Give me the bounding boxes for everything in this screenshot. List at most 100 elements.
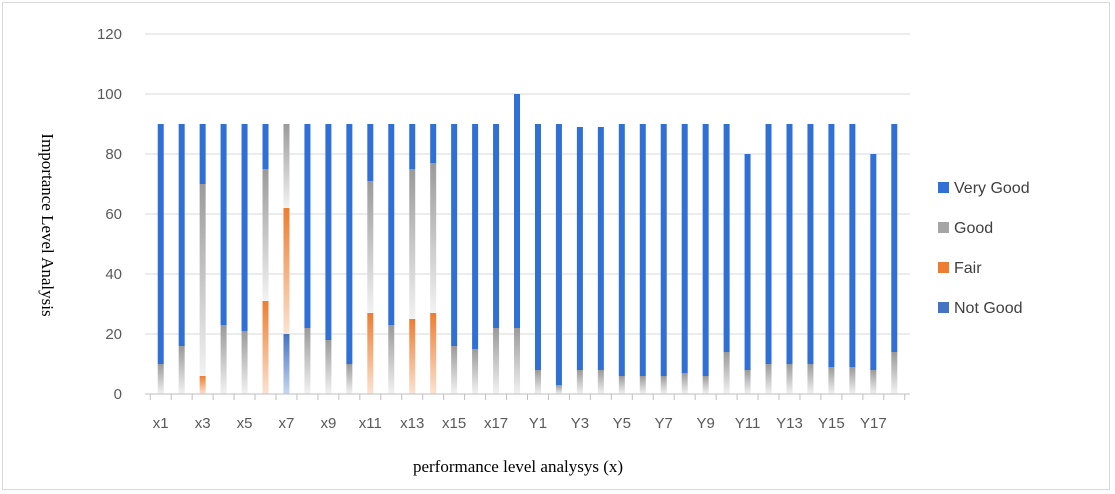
bar-x3-good <box>199 184 206 376</box>
bar-x18-good <box>514 328 521 394</box>
gridlines <box>145 33 910 335</box>
bar-Y1-very-good <box>534 124 541 370</box>
bar-Y6-very-good <box>639 124 646 376</box>
x-tick-label-Y11: Y11 <box>735 415 761 432</box>
legend-swatch-very-good <box>938 182 949 193</box>
bar-Y7-very-good <box>660 124 667 376</box>
x-tick-label-x1: x1 <box>153 415 169 432</box>
bar-x1-very-good <box>157 124 164 364</box>
bar-x3-fair <box>199 376 206 394</box>
bar-x6-good <box>262 169 269 301</box>
bars <box>157 94 898 394</box>
bar-Y8-good <box>681 373 688 394</box>
legend: Very Good Good Fair Not Good <box>938 180 1030 317</box>
bar-x2-very-good <box>178 124 185 346</box>
bar-Y14-good <box>807 364 814 394</box>
x-tick-label-x3: x3 <box>195 415 211 432</box>
legend-label-very-good: Very Good <box>954 180 1030 197</box>
y-tick-label-100: 100 <box>97 86 122 103</box>
bar-Y12-very-good <box>765 124 772 364</box>
bar-x9-good <box>325 340 332 394</box>
bar-x18-very-good <box>514 94 521 328</box>
bar-Y9-good <box>702 376 709 394</box>
bar-Y10-good <box>723 352 730 394</box>
bar-Y2-good <box>555 385 562 394</box>
x-tick-label-Y3: Y3 <box>571 415 589 432</box>
bar-Y11-very-good <box>744 154 751 370</box>
bar-Y6-good <box>639 376 646 394</box>
bar-x16-very-good <box>472 124 479 349</box>
bar-x1-good <box>157 364 164 394</box>
bar-Y12-good <box>765 364 772 394</box>
bar-x10-very-good <box>346 124 353 364</box>
bar-x5-very-good <box>241 124 248 331</box>
bar-x15-very-good <box>451 124 458 346</box>
bar-x7-fair <box>283 208 290 334</box>
y-tick-label-80: 80 <box>105 146 122 163</box>
bar-x15-good <box>451 346 458 394</box>
y-tick-label-0: 0 <box>114 386 122 403</box>
bar-x2-good <box>178 346 185 394</box>
legend-label-fair: Fair <box>954 260 982 277</box>
x-tick-label-x17: x17 <box>484 415 508 432</box>
bar-x13-fair <box>409 319 416 394</box>
bar-x9-very-good <box>325 124 332 340</box>
legend-swatch-good <box>938 222 949 233</box>
bar-x5-good <box>241 331 248 394</box>
bar-x7-good <box>283 124 290 208</box>
x-tick-label-x15: x15 <box>442 415 466 432</box>
bar-Y7-good <box>660 376 667 394</box>
x-tick-label-x13: x13 <box>400 415 424 432</box>
bar-x14-good <box>430 163 437 313</box>
bar-x8-good <box>304 328 311 394</box>
bar-Y17-good <box>870 370 877 394</box>
bar-x6-very-good <box>262 124 269 169</box>
y-tick-label-120: 120 <box>97 26 122 43</box>
x-tick-label-Y17: Y17 <box>860 415 887 432</box>
x-axis-title: performance level analysys (x) <box>413 457 623 476</box>
bar-Y15-good <box>828 367 835 394</box>
x-tick-label-Y5: Y5 <box>613 415 631 432</box>
bar-Y8-very-good <box>681 124 688 373</box>
x-tick-labels: x1 x3 x5 x7 x9 x11 x13 x15 x17 Y1 Y3 Y5 Y7 Y9 Y11 Y13 Y1… <box>153 415 887 432</box>
bar-Y16-good <box>849 367 856 394</box>
bar-x8-very-good <box>304 124 311 328</box>
legend-label-good: Good <box>954 220 993 237</box>
bar-x12-very-good <box>388 124 395 325</box>
x-axis <box>145 393 910 400</box>
legend-swatch-fair <box>938 262 949 273</box>
bar-Y17-very-good <box>870 154 877 370</box>
y-tick-label-20: 20 <box>105 326 122 343</box>
bar-Y3-very-good <box>576 127 583 370</box>
bar-x11-very-good <box>367 124 374 181</box>
x-tick-label-Y9: Y9 <box>696 415 714 432</box>
bar-x11-fair <box>367 313 374 394</box>
bar-x13-very-good <box>409 124 416 169</box>
bar-Y4-very-good <box>597 127 604 370</box>
bar-Y1-good <box>534 370 541 394</box>
bar-x3-very-good <box>199 124 206 184</box>
bar-x14-fair <box>430 313 437 394</box>
bar-Y18-very-good <box>891 124 898 352</box>
bar-Y15-very-good <box>828 124 835 367</box>
x-tick-label-Y13: Y13 <box>776 415 803 432</box>
legend-label-not-good: Not Good <box>954 300 1022 317</box>
bar-x6-fair <box>262 301 269 394</box>
bar-Y4-good <box>597 370 604 394</box>
x-tick-label-x11: x11 <box>359 415 382 432</box>
bar-Y18-good <box>891 352 898 394</box>
bar-x10-good <box>346 364 353 394</box>
y-tick-label-40: 40 <box>105 266 122 283</box>
bar-x4-good <box>220 325 227 394</box>
bar-Y13-very-good <box>786 124 793 364</box>
bar-Y5-good <box>618 376 625 394</box>
bar-Y11-good <box>744 370 751 394</box>
bar-Y14-very-good <box>807 124 814 364</box>
bar-x17-good <box>493 328 500 394</box>
bar-x13-good <box>409 169 416 319</box>
y-tick-labels: 0 20 40 60 80 100 120 <box>97 26 122 403</box>
x-tick-label-x9: x9 <box>320 415 336 432</box>
x-tick-label-Y15: Y15 <box>818 415 845 432</box>
bar-Y2-very-good <box>555 124 562 385</box>
